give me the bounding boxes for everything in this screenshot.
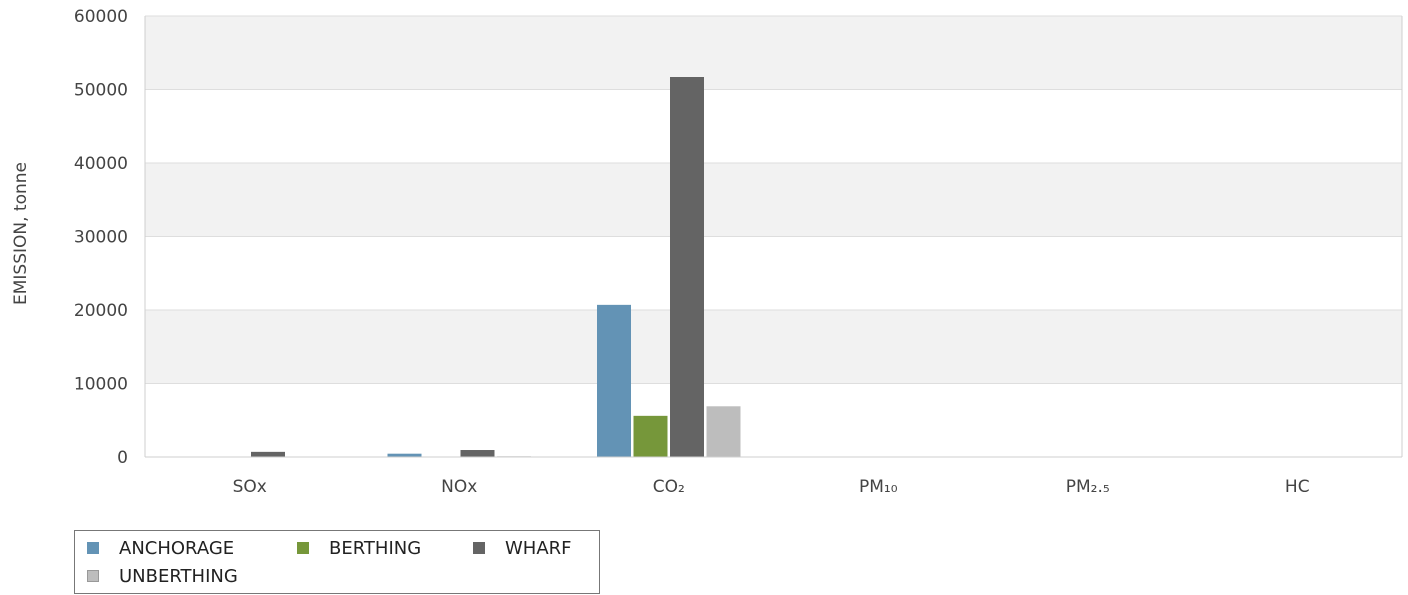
- bar-unberthing-2: [706, 406, 741, 457]
- y-tick-label: 0: [117, 448, 128, 468]
- plot-band: [145, 236, 1402, 310]
- plot-band: [145, 310, 1402, 384]
- legend-swatch: [473, 542, 485, 554]
- y-tick-label: 10000: [74, 375, 128, 395]
- bar-wharf-0: [251, 451, 285, 457]
- y-tick-labels: 0 10000 20000 30000 40000 50000 60000: [74, 7, 128, 468]
- plot-band: [145, 89, 1402, 163]
- plot-background-bands: [145, 16, 1402, 457]
- bars-layer: [178, 77, 1369, 457]
- legend-swatch: [87, 570, 99, 582]
- legend-label: UNBERTHING: [119, 566, 238, 587]
- legend-item-wharf: WHARF: [473, 538, 572, 559]
- legend-swatch: [87, 542, 99, 554]
- y-axis-title: EMISSION, tonne: [11, 162, 31, 305]
- bar-anchorage-1: [387, 453, 422, 457]
- y-tick-label: 20000: [74, 301, 128, 321]
- x-tick-label: PM₂.₅: [1066, 477, 1110, 497]
- legend-swatch: [297, 542, 309, 554]
- emission-bar-chart: 0 10000 20000 30000 40000 50000 60000 SOx NOx CO…: [11, 7, 1403, 497]
- y-tick-label: 40000: [74, 154, 128, 174]
- legend-item-anchorage: ANCHORAGE: [87, 538, 234, 559]
- plot-band: [145, 163, 1402, 237]
- x-tick-labels: SOx NOx CO₂ PM₁₀ PM₂.₅ HC: [233, 477, 1310, 497]
- plot-band: [145, 16, 1402, 90]
- legend-item-unberthing: UNBERTHING: [87, 566, 238, 587]
- legend-label: BERTHING: [329, 538, 422, 559]
- x-tick-label: SOx: [233, 477, 267, 497]
- axes: [144, 16, 1403, 458]
- legend-label: WHARF: [505, 538, 572, 559]
- y-tick-label: 60000: [74, 7, 128, 27]
- legend: ANCHORAGE BERTHING WHARF UNBERTHING: [74, 530, 600, 594]
- legend-item-berthing: BERTHING: [297, 538, 421, 559]
- bar-berthing-2: [633, 415, 668, 457]
- x-tick-label: CO₂: [653, 477, 685, 497]
- plot-band: [145, 383, 1402, 457]
- x-tick-label: NOx: [441, 477, 477, 497]
- x-tick-label: PM₁₀: [859, 477, 898, 497]
- bar-wharf-1: [460, 450, 495, 457]
- bar-anchorage-2: [597, 304, 631, 457]
- y-tick-label: 30000: [74, 228, 128, 248]
- bar-wharf-2: [670, 77, 704, 457]
- legend-label: ANCHORAGE: [119, 538, 235, 559]
- x-tick-label: HC: [1285, 477, 1310, 497]
- y-tick-label: 50000: [74, 81, 128, 101]
